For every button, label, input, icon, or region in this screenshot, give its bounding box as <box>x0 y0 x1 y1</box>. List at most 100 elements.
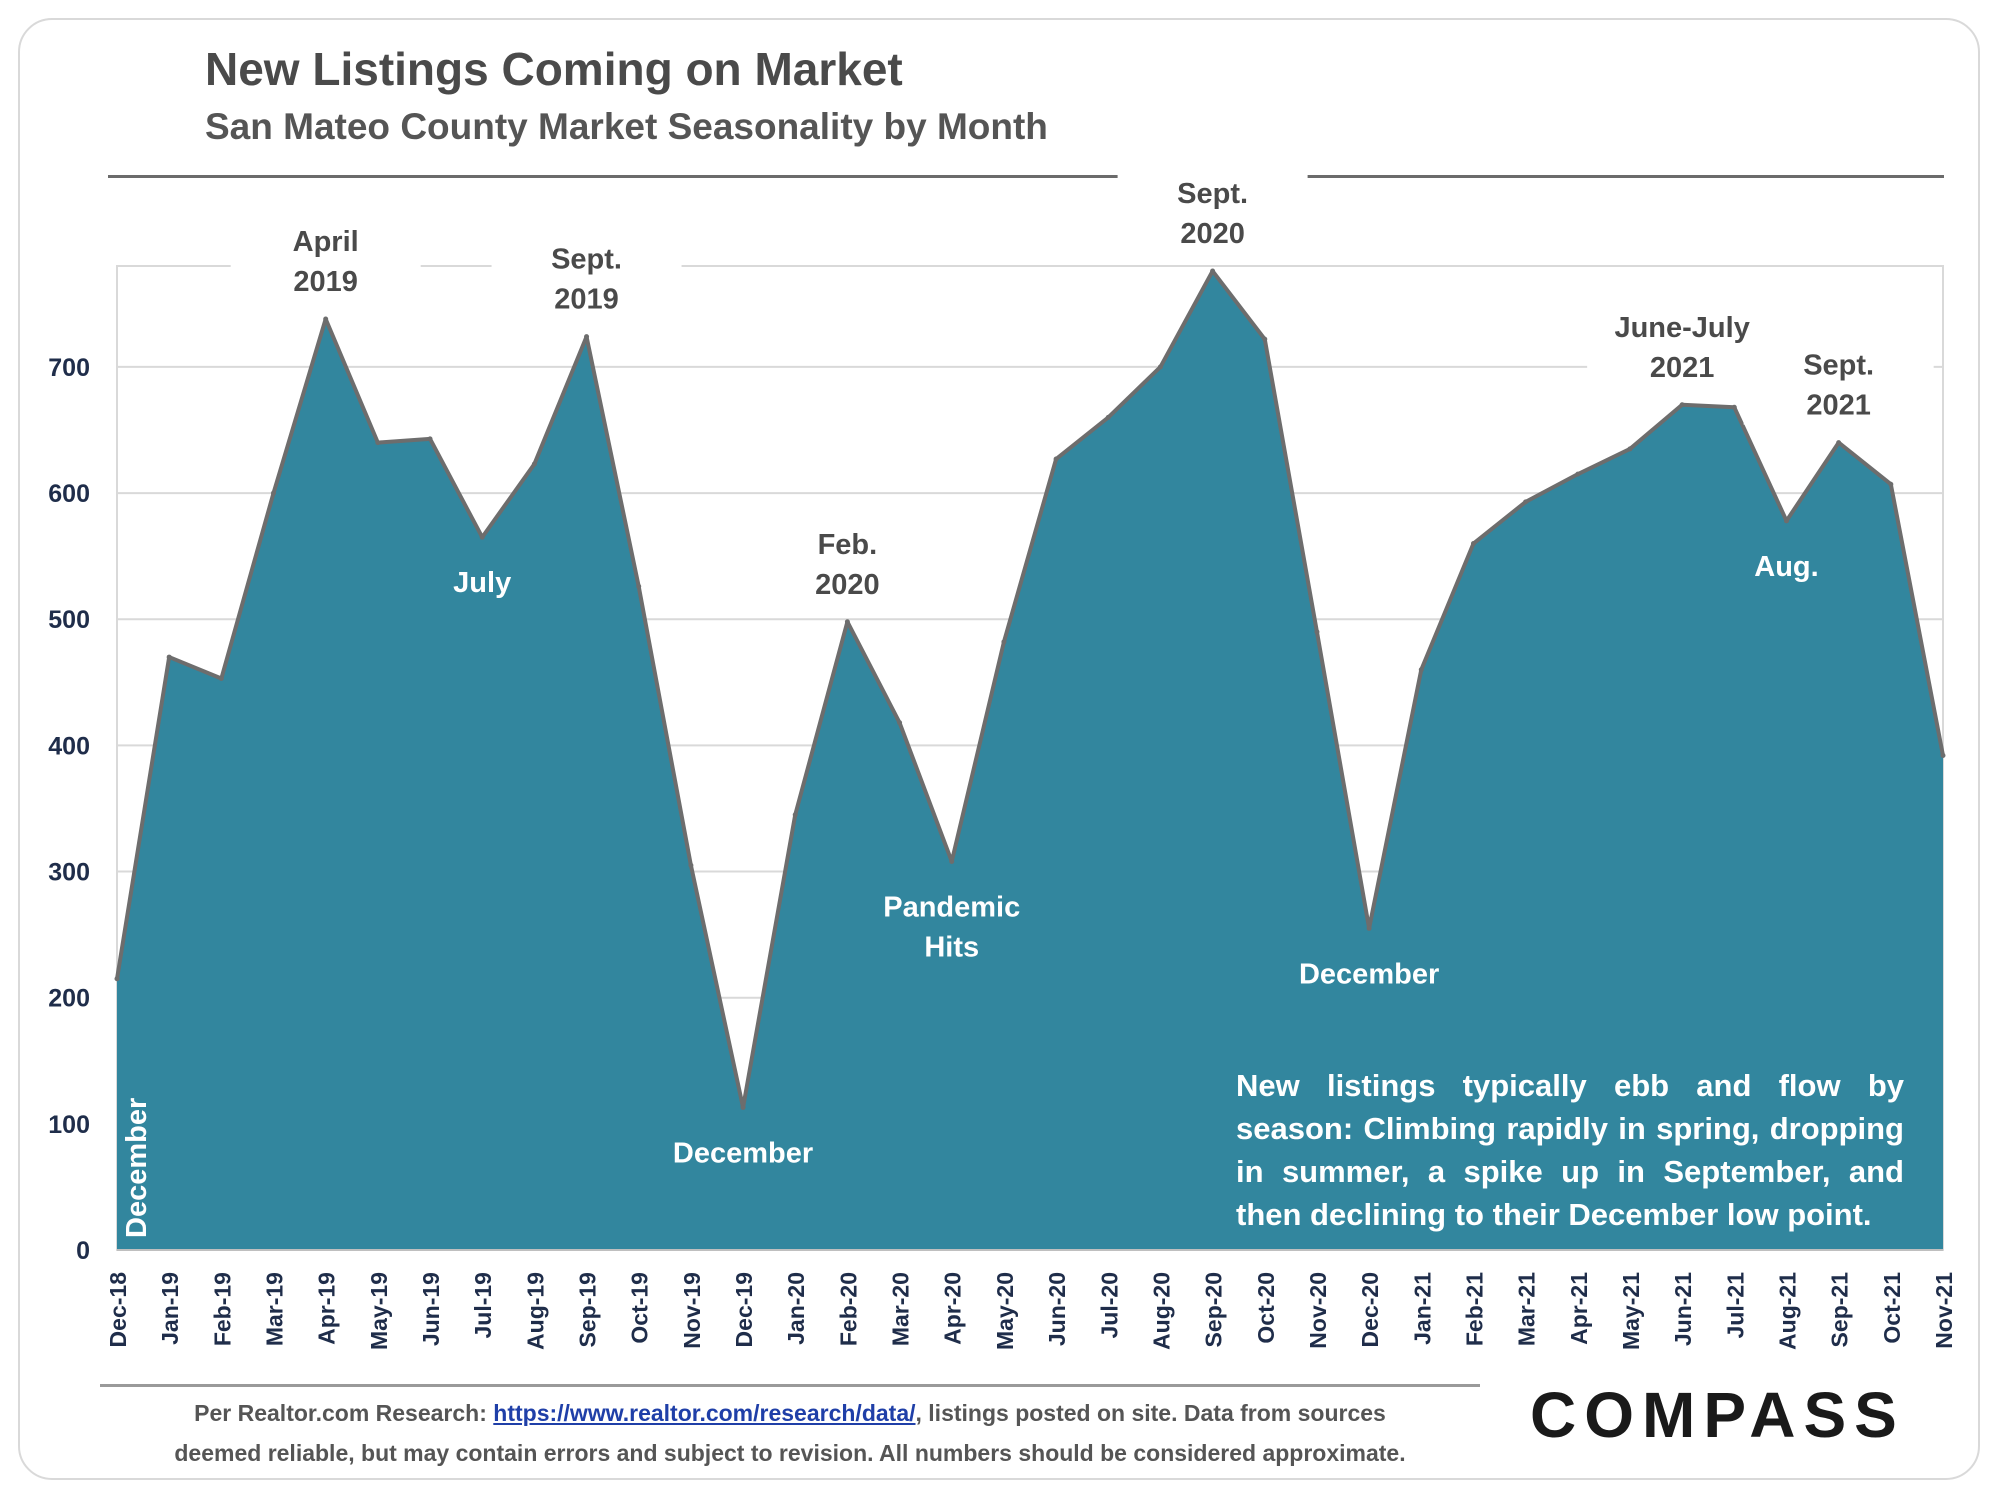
data-point <box>1366 925 1372 931</box>
data-point <box>1523 499 1529 505</box>
data-point <box>1627 446 1633 452</box>
annotation-label: December <box>1299 958 1439 990</box>
data-point <box>1888 481 1894 487</box>
data-point <box>1836 440 1842 446</box>
data-point <box>166 654 172 660</box>
source-prefix: Per Realtor.com Research: <box>194 1400 494 1426</box>
annotation-backing <box>752 519 943 604</box>
x-tick-label: Feb-19 <box>209 1272 235 1346</box>
annotation-label: April <box>293 226 359 258</box>
data-point <box>1470 541 1476 547</box>
x-tick-label: Mar-19 <box>262 1272 288 1346</box>
x-tick-label: May-21 <box>1618 1272 1644 1350</box>
data-point <box>897 720 903 726</box>
area-series <box>117 271 1943 1250</box>
data-point <box>1001 639 1007 645</box>
data-point <box>114 976 120 982</box>
x-tick-label: Mar-21 <box>1514 1272 1540 1346</box>
x-tick-label: Apr-21 <box>1566 1272 1592 1345</box>
x-tick-label: Dec-20 <box>1357 1272 1383 1347</box>
data-point <box>1783 518 1789 524</box>
data-point <box>1940 752 1946 758</box>
x-tick-label: Jul-19 <box>470 1272 496 1338</box>
annotation-label: Feb. <box>818 529 878 561</box>
annotation-backing <box>1117 169 1308 254</box>
disclaimer-line: deemed reliable, but may contain errors … <box>174 1440 1406 1466</box>
x-tick-label: Apr-19 <box>314 1272 340 1345</box>
annotation-label: 2020 <box>1180 218 1245 250</box>
x-tick-label: Dec-18 <box>105 1272 131 1348</box>
x-tick-label: Jun-21 <box>1670 1272 1696 1346</box>
y-tick-label: 100 <box>48 1111 90 1139</box>
data-point <box>1418 667 1424 673</box>
data-point <box>688 862 694 868</box>
annotation-label: December <box>673 1137 813 1169</box>
x-tick-label: May-20 <box>992 1272 1018 1350</box>
x-tick-label: Nov-21 <box>1931 1272 1957 1349</box>
y-tick-label: 400 <box>48 732 90 760</box>
x-tick-label: Jan-19 <box>157 1272 183 1345</box>
annotation-label: Sept. <box>1803 350 1874 382</box>
x-tick-label: Aug-19 <box>522 1272 548 1350</box>
x-tick-label: Oct-20 <box>1253 1272 1279 1344</box>
data-point <box>636 583 642 589</box>
x-tick-label: Sep-19 <box>575 1272 601 1347</box>
x-tick-label: Feb-20 <box>835 1272 861 1346</box>
annotation-label: 2021 <box>1806 390 1871 422</box>
annotation-backing <box>1743 340 1934 425</box>
x-tick-label: Apr-20 <box>940 1272 966 1345</box>
annotation-label: 2020 <box>815 569 880 601</box>
data-point <box>949 858 955 864</box>
data-point <box>1731 404 1737 410</box>
page-title: New Listings Coming on Market <box>205 43 903 95</box>
data-point <box>584 334 590 340</box>
data-point <box>427 436 433 442</box>
x-tick-label: Nov-20 <box>1305 1272 1331 1349</box>
x-tick-label: Dec-19 <box>731 1272 757 1347</box>
data-point <box>1575 471 1581 477</box>
x-tick-label: Oct-19 <box>627 1272 653 1344</box>
x-tick-label: Jun-20 <box>1044 1272 1070 1346</box>
data-point <box>323 316 329 322</box>
annotation-label: Sept. <box>551 244 622 276</box>
x-tick-label: Sep-21 <box>1827 1272 1853 1348</box>
x-tick-label: Jan-21 <box>1409 1272 1435 1345</box>
annotation-label: December <box>121 1098 153 1238</box>
data-point <box>792 812 798 818</box>
y-tick-label: 300 <box>48 859 90 887</box>
data-point <box>1157 364 1163 370</box>
annotation-label: 2021 <box>1650 352 1715 384</box>
x-tick-label: May-19 <box>366 1272 392 1350</box>
annotation-label: 2019 <box>554 284 619 316</box>
annotation-label: June-July <box>1614 312 1749 344</box>
y-tick-label: 600 <box>48 480 90 508</box>
source-suffix: , listings posted on site. Data from sou… <box>915 1400 1386 1426</box>
header-divider <box>108 175 1944 178</box>
annotation-label: Sept. <box>1177 178 1248 210</box>
x-tick-label: Aug-20 <box>1148 1272 1174 1350</box>
annotation-label: Hits <box>924 931 979 963</box>
y-tick-label: 200 <box>48 985 90 1013</box>
source-link[interactable]: https://www.realtor.com/research/data/ <box>493 1400 916 1426</box>
source-line: Per Realtor.com Research: https://www.re… <box>100 1400 1480 1427</box>
data-point <box>1262 336 1268 342</box>
x-tick-label: Oct-21 <box>1879 1272 1905 1344</box>
x-tick-label: Aug-21 <box>1774 1272 1800 1350</box>
y-tick-label: 0 <box>76 1237 90 1265</box>
data-point <box>844 619 850 625</box>
data-point <box>531 461 537 467</box>
x-tick-label: Sep-20 <box>1201 1272 1227 1347</box>
compass-logo: COMPASS <box>1530 1379 1905 1451</box>
data-point <box>1053 456 1059 462</box>
data-point <box>479 534 485 540</box>
annotation-backing <box>491 234 682 319</box>
y-tick-label: 500 <box>48 606 90 634</box>
area-chart: 0 100 200 300 400 500 600 700 Dec-18 Jan-19 Feb-19… <box>48 169 1957 1350</box>
x-tick-label: Jul-21 <box>1722 1272 1748 1339</box>
data-point <box>375 440 381 446</box>
x-tick-label: Nov-19 <box>679 1272 705 1349</box>
data-point <box>1105 414 1111 420</box>
data-point <box>1314 629 1320 635</box>
x-tick-label: Feb-21 <box>1461 1272 1487 1346</box>
footer-divider <box>100 1384 1480 1387</box>
